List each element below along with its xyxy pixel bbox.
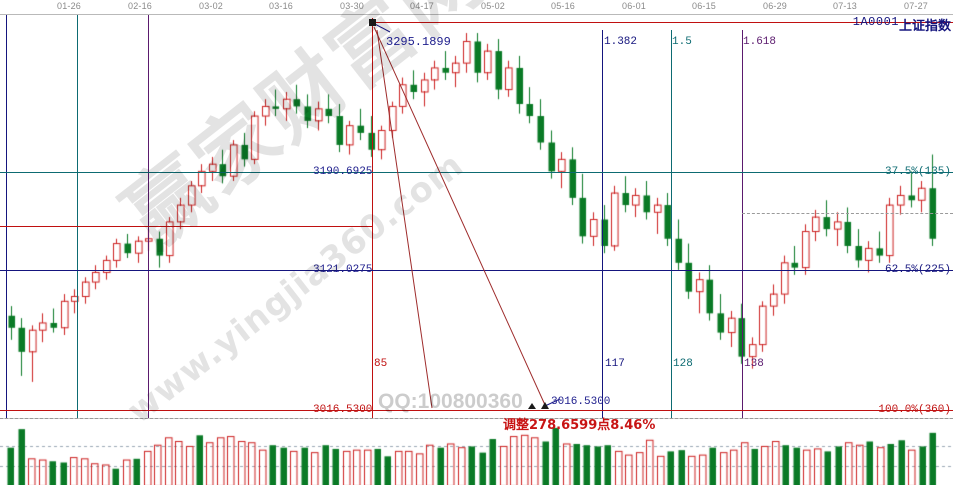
date-tick: 03-16 <box>268 1 294 11</box>
h-dash-bottom[interactable] <box>0 418 953 419</box>
volume-canvas[interactable] <box>0 419 953 485</box>
h-100[interactable] <box>0 410 953 411</box>
h-625[interactable] <box>0 270 953 271</box>
volume-pane[interactable] <box>0 418 953 485</box>
date-axis: 01-26 02-16 03-02 03-16 03-30 04-17 05-02 05-16… <box>0 0 953 14</box>
h-mid-red[interactable] <box>0 226 372 227</box>
v-navy-1[interactable] <box>6 15 7 418</box>
bar-count-label-0: 85 <box>374 358 388 370</box>
date-tick: 05-02 <box>480 1 506 11</box>
fib-level-label-2: 100.0%(360) <box>878 404 951 416</box>
swing-high-price-label: 3295.1899 <box>386 35 451 49</box>
symbol-code: 1A0001 <box>852 15 899 29</box>
v-teal-1[interactable] <box>77 15 78 418</box>
v-purple-1618[interactable] <box>742 30 743 418</box>
date-tick: 06-29 <box>762 1 788 11</box>
price-label-100: 3016.5300 <box>313 404 373 416</box>
date-tick: 04-17 <box>409 1 435 11</box>
h-high[interactable] <box>372 22 953 23</box>
qq-contact-overlay: QQ:100800360 <box>378 390 523 413</box>
date-tick: 01-26 <box>56 1 82 11</box>
v-purple-1[interactable] <box>148 15 149 418</box>
bar-count-label-2: 128 <box>673 358 693 370</box>
date-tick: 02-16 <box>127 1 153 11</box>
bar-count-label-1: 117 <box>605 358 625 370</box>
date-tick: 06-01 <box>621 1 647 11</box>
date-tick: 03-30 <box>339 1 365 11</box>
date-tick: 07-13 <box>832 1 858 11</box>
v-navy-1382[interactable] <box>602 30 603 418</box>
date-tick: 03-02 <box>198 1 224 11</box>
bar-count-label-3: 138 <box>744 358 764 370</box>
price-pane[interactable] <box>0 15 953 418</box>
date-tick: 06-15 <box>691 1 717 11</box>
price-label-375: 3190.6925 <box>313 166 373 178</box>
time-ratio-label-2: 1.618 <box>743 36 777 48</box>
time-ratio-label-1: 1.5 <box>672 36 692 48</box>
date-axis-rule <box>0 14 953 15</box>
v-teal-15[interactable] <box>671 30 672 418</box>
date-tick: 07-27 <box>903 1 929 11</box>
fib-level-label-1: 62.5%(225) <box>884 264 951 276</box>
symbol-name: 上证指数 <box>898 19 951 34</box>
price-label-625: 3121.0275 <box>313 264 373 276</box>
swing-low-price-label: 3016.5300 <box>551 396 611 408</box>
h-375[interactable] <box>0 172 953 173</box>
candlestick-canvas[interactable] <box>0 15 953 418</box>
adjustment-annotation: 调整278.6599点8.46% <box>503 418 656 433</box>
date-tick: 05-16 <box>550 1 576 11</box>
fib-level-label-0: 37.5%(135) <box>884 166 951 178</box>
time-ratio-label-0: 1.382 <box>604 36 638 48</box>
v-red-high[interactable] <box>372 18 373 418</box>
h-dash-top[interactable] <box>742 213 953 214</box>
